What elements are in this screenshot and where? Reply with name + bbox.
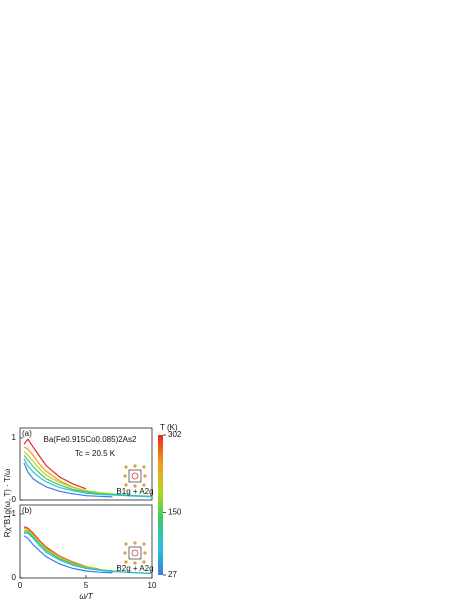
inset-atom [133,464,137,468]
inset-atom [124,560,128,564]
colorbar-tick-label: 150 [168,507,182,516]
x-tick-label: 5 [84,581,89,590]
panel-label: (a) [22,429,32,438]
inset-label: B2g + A2g [116,564,153,573]
data-line [23,462,113,498]
inset-square [128,469,142,483]
inset-atom [142,465,146,469]
y-tick-label: 1 [12,509,17,518]
data-line [23,454,153,497]
chart-subtitle: Tc = 20.5 K [75,449,116,458]
data-line [23,527,100,570]
inset-atom [143,474,147,478]
inset-atom [133,541,137,545]
data-line [23,458,153,498]
inset-atom [124,465,128,469]
inset-atom [124,483,128,487]
inset-atom [142,483,146,487]
panel-label: (b) [22,506,32,515]
y-tick-label: 0 [12,573,17,582]
inset-atom [142,542,146,546]
inset-atom [131,549,139,557]
colorbar [158,435,163,575]
inset-atom [133,561,137,565]
colorbar-tick-label: 27 [168,570,177,579]
y-tick-label: 0 [12,495,17,504]
data-line [23,535,113,574]
inset-label: B1g + A2g [116,487,153,496]
inset-atom [124,542,128,546]
inset-atom [142,560,146,564]
inset-atom [123,551,127,555]
chart-title: Ba(Fe0.915Co0.085)2As2 [44,435,138,444]
inset-atom [143,551,147,555]
inset-atom [133,484,137,488]
data-line [24,532,153,575]
colorbar-label: T (K) [160,423,178,432]
colorbar-tick-label: 302 [168,430,182,439]
y-axis-label: Rχ''B1g(ω, T) · T/ω [3,469,12,538]
data-line [23,451,126,496]
data-line [23,526,87,568]
inset-atom [123,474,127,478]
plot-frame [19,427,153,501]
x-tick-label: 10 [148,581,157,590]
inset-square [128,546,142,560]
x-axis-label: ω/T [79,592,93,599]
y-tick-label: 1 [12,433,17,442]
x-tick-label: 0 [18,581,23,590]
inset-atom [131,472,139,480]
data-line [23,438,87,490]
